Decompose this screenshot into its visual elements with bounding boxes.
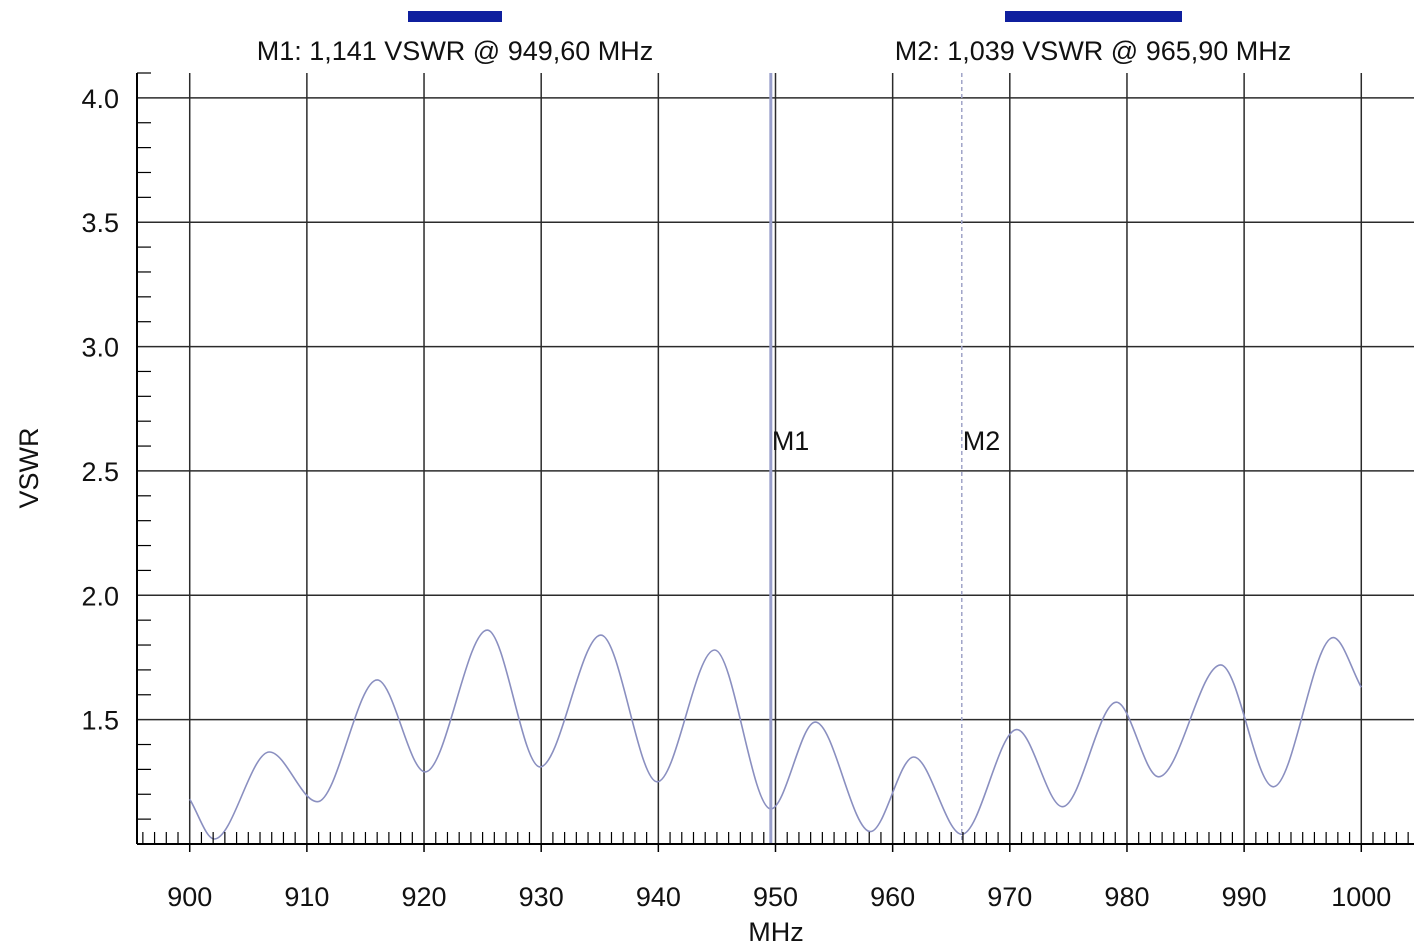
marker-bar-m1 <box>408 11 502 22</box>
x-tick-label: 940 <box>636 882 681 912</box>
x-axis-title: MHz <box>748 917 804 946</box>
x-tick-label: 990 <box>1222 882 1267 912</box>
marker-readout-m1: M1: 1,141 VSWR @ 949,60 MHz <box>257 36 654 66</box>
x-tick-label: 1000 <box>1331 882 1391 912</box>
marker-label-m2: M2 <box>963 426 1001 456</box>
y-tick-label: 3.5 <box>81 208 119 238</box>
x-tick-label: 950 <box>753 882 798 912</box>
y-axis-title: VSWR <box>14 428 44 509</box>
marker-bar-m2 <box>1005 11 1099 22</box>
x-tick-label: 910 <box>284 882 329 912</box>
marker-label-m1: M1 <box>772 426 810 456</box>
y-tick-label: 2.0 <box>81 581 119 611</box>
x-tick-label: 970 <box>987 882 1032 912</box>
marker-layer <box>769 73 963 844</box>
x-tick-label: 920 <box>402 882 447 912</box>
labels: 900 910 920 930 940 950 960 970 980 990 1000 1.5 2.0… <box>14 11 1391 946</box>
y-tick-label: 4.0 <box>81 84 119 114</box>
y-tick-label: 2.5 <box>81 457 119 487</box>
marker-readout-m2: M2: 1,039 VSWR @ 965,90 MHz <box>895 36 1292 66</box>
x-tick-label: 900 <box>167 882 212 912</box>
x-tick-label: 980 <box>1104 882 1149 912</box>
x-tick-label: 960 <box>870 882 915 912</box>
marker-bar-m2 <box>1088 11 1182 22</box>
axes <box>136 72 1414 852</box>
y-tick-label: 3.0 <box>81 333 119 363</box>
grid <box>137 73 1414 844</box>
x-tick-label: 930 <box>519 882 564 912</box>
y-tick-label: 1.5 <box>81 706 119 736</box>
